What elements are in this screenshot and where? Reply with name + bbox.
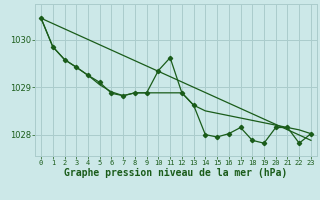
X-axis label: Graphe pression niveau de la mer (hPa): Graphe pression niveau de la mer (hPa) (64, 168, 288, 178)
